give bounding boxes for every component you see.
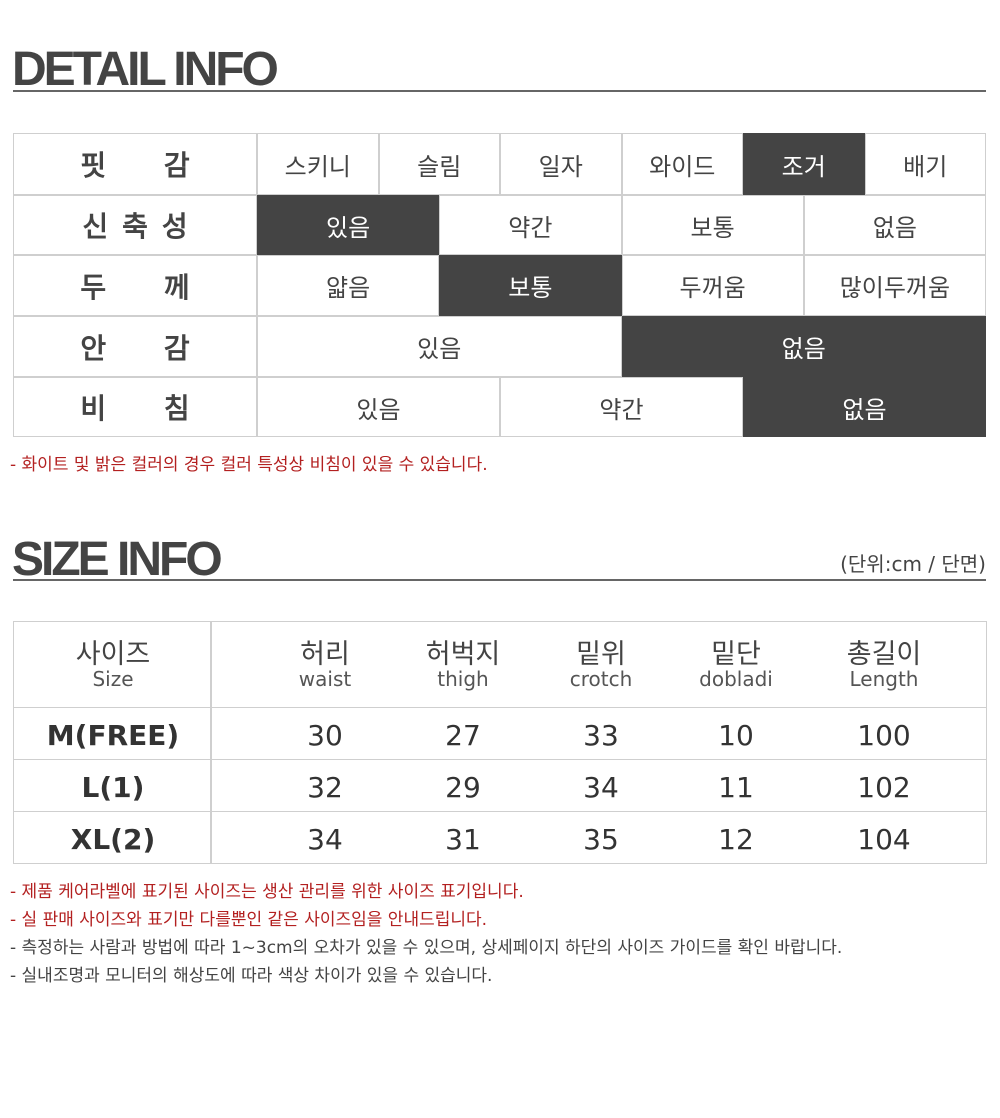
row-divider bbox=[13, 707, 987, 708]
option-selected: 보통 bbox=[439, 255, 622, 316]
header-en: Size bbox=[92, 667, 134, 691]
section-title: SIZE INFO bbox=[12, 533, 223, 586]
option: 스키니 bbox=[257, 133, 379, 195]
option: 배기 bbox=[864, 133, 986, 195]
size-name: M(FREE) bbox=[46, 719, 180, 752]
size-value: 29 bbox=[445, 771, 481, 804]
note: - 측정하는 사람과 방법에 따라 1~3cm의 오차가 있을 수 있으며, 상… bbox=[10, 938, 843, 958]
title-rule bbox=[13, 579, 986, 581]
row-label: 안 감 bbox=[13, 316, 257, 377]
option: 보통 bbox=[621, 195, 804, 255]
note: - 화이트 및 밝은 컬러의 경우 컬러 특성상 비침이 있을 수 있습니다. bbox=[10, 455, 488, 475]
size-value: 30 bbox=[307, 719, 343, 752]
row-divider bbox=[13, 811, 987, 812]
size-value: 34 bbox=[307, 823, 343, 856]
size-value: 32 bbox=[307, 771, 343, 804]
size-value: 35 bbox=[583, 823, 619, 856]
option: 와이드 bbox=[621, 133, 743, 195]
col-divider bbox=[210, 621, 212, 864]
size-value: 27 bbox=[445, 719, 481, 752]
row-label: 핏 감 bbox=[13, 133, 257, 195]
unit-label: (단위:cm / 단면) bbox=[840, 552, 986, 576]
option-selected: 없음 bbox=[743, 377, 986, 437]
size-value: 33 bbox=[583, 719, 619, 752]
header-ko: 밑위 bbox=[576, 639, 626, 670]
size-value: 104 bbox=[857, 823, 911, 856]
option: 슬림 bbox=[378, 133, 500, 195]
option: 약간 bbox=[439, 195, 622, 255]
row-label: 신축성 bbox=[13, 195, 257, 255]
header-en: dobladi bbox=[699, 667, 773, 691]
option-selected: 없음 bbox=[621, 316, 986, 377]
note: - 실 판매 사이즈와 표기만 다를뿐인 같은 사이즈임을 안내드립니다. bbox=[10, 910, 488, 930]
header-en: crotch bbox=[569, 667, 633, 691]
header-ko: 허리 bbox=[300, 639, 350, 670]
size-value: 10 bbox=[718, 719, 754, 752]
header-ko: 총길이 bbox=[846, 639, 922, 670]
option: 일자 bbox=[500, 133, 622, 195]
header-en: Length bbox=[849, 667, 919, 691]
size-value: 11 bbox=[718, 771, 754, 804]
option: 있음 bbox=[257, 377, 500, 437]
size-value: 12 bbox=[718, 823, 754, 856]
option: 두꺼움 bbox=[621, 255, 804, 316]
note: - 제품 케어라벨에 표기된 사이즈는 생산 관리를 위한 사이즈 표기입니다. bbox=[10, 882, 524, 902]
title-rule bbox=[13, 90, 986, 92]
option: 얇음 bbox=[257, 255, 440, 316]
row-label: 두 께 bbox=[13, 255, 257, 316]
option: 많이두꺼움 bbox=[803, 255, 986, 316]
header-en: thigh bbox=[437, 667, 489, 691]
header-ko: 밑단 bbox=[711, 639, 761, 670]
section-title: DETAIL INFO bbox=[12, 43, 279, 96]
header-ko: 사이즈 bbox=[75, 639, 151, 670]
size-value: 34 bbox=[583, 771, 619, 804]
row-label: 비 침 bbox=[13, 377, 257, 437]
option: 없음 bbox=[803, 195, 986, 255]
option-selected: 있음 bbox=[257, 195, 440, 255]
size-value: 102 bbox=[857, 771, 911, 804]
option-selected: 조거 bbox=[743, 133, 865, 195]
note: - 실내조명과 모니터의 해상도에 따라 색상 차이가 있을 수 있습니다. bbox=[10, 966, 493, 986]
size-name: L(1) bbox=[81, 771, 145, 804]
header-en: waist bbox=[298, 667, 352, 691]
size-value: 31 bbox=[445, 823, 481, 856]
option: 약간 bbox=[500, 377, 743, 437]
option: 있음 bbox=[257, 316, 622, 377]
header-ko: 허벅지 bbox=[425, 639, 501, 670]
size-name: XL(2) bbox=[70, 823, 156, 856]
table-frame bbox=[13, 621, 987, 864]
row-divider bbox=[13, 759, 987, 760]
size-value: 100 bbox=[857, 719, 911, 752]
